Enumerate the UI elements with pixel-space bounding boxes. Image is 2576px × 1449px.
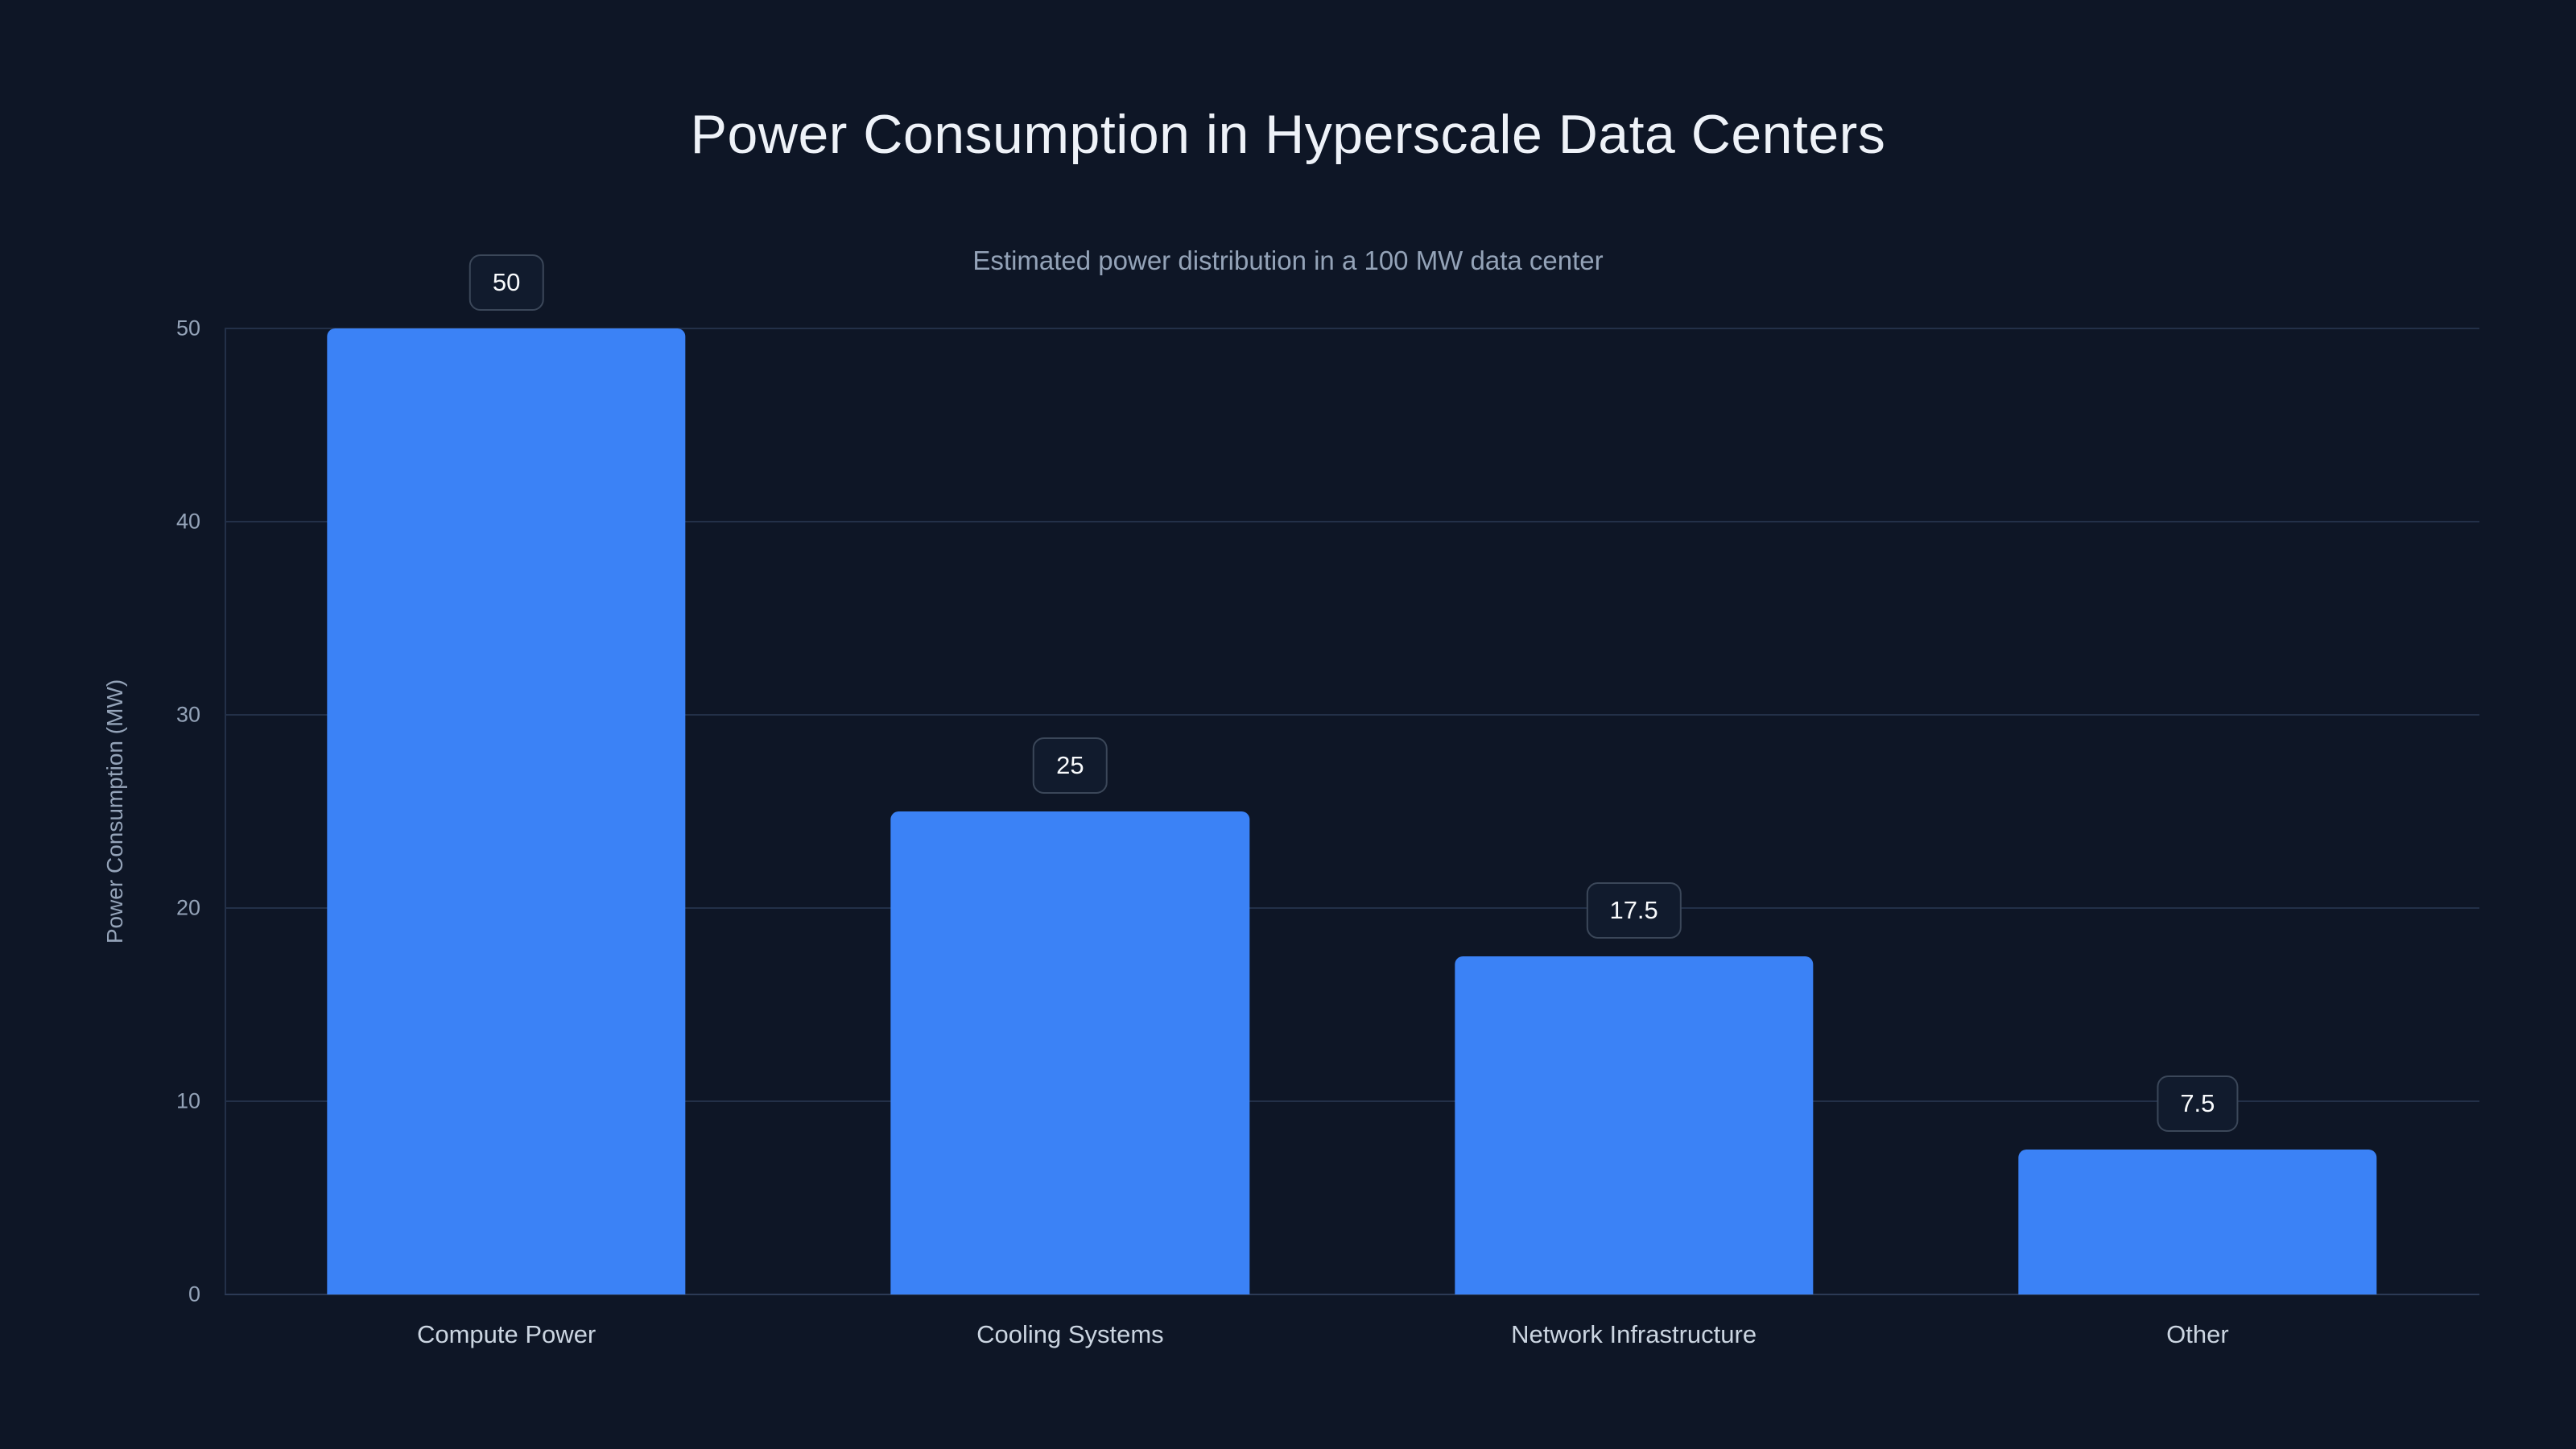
chart-subtitle: Estimated power distribution in a 100 MW…: [972, 246, 1604, 275]
x-tick-label: Network Infrastructure: [1511, 1320, 1757, 1348]
y-tick-label: 20: [175, 895, 200, 920]
gridline: [225, 907, 2479, 909]
gridline: [225, 328, 2479, 329]
y-tick-label: 30: [175, 702, 200, 727]
bar-slot: 50 Compute Power: [225, 254, 788, 1348]
value-badge: 7.5: [2157, 1075, 2239, 1132]
value-badge: 50: [469, 254, 544, 311]
bar[interactable]: [890, 811, 1250, 1294]
value-badge: 17.5: [1586, 881, 1682, 939]
value-badge: 25: [1033, 737, 1108, 794]
y-axis-line: [225, 328, 226, 1294]
bar-slot: 17.5 Network Infrastructure: [1352, 328, 1916, 1348]
x-tick-label: Other: [2166, 1320, 2229, 1348]
y-tick-label: 50: [175, 316, 200, 341]
bar-slot: 7.5 Other: [1916, 328, 2479, 1348]
chart-title: Power Consumption in Hyperscale Data Cen…: [690, 104, 1886, 165]
bar[interactable]: [327, 328, 686, 1294]
gridline: [225, 714, 2479, 716]
y-tick-label: 40: [175, 509, 200, 534]
x-tick-label: Cooling Systems: [976, 1320, 1164, 1348]
y-axis-title: Power Consumption (MW): [102, 679, 127, 944]
gridline: [225, 1100, 2479, 1102]
x-axis-line: [225, 1294, 2479, 1295]
grid-layer: 0 10 20 30 40 50: [176, 316, 2479, 1307]
gridline: [225, 521, 2479, 522]
bar-slot: 25 Cooling Systems: [788, 328, 1352, 1348]
x-tick-label: Compute Power: [416, 1320, 597, 1348]
bar[interactable]: [1454, 956, 1814, 1294]
y-tick-label: 10: [175, 1088, 200, 1113]
bar[interactable]: [2018, 1150, 2377, 1294]
plot-area: 0 10 20 30 40 50 50 Compute Power 25 Cooling Sys…: [176, 254, 2479, 1348]
y-tick-label: 0: [188, 1282, 200, 1307]
bars-layer: 50 Compute Power 25 Cooling Systems 17.5 Netw…: [225, 254, 2479, 1348]
